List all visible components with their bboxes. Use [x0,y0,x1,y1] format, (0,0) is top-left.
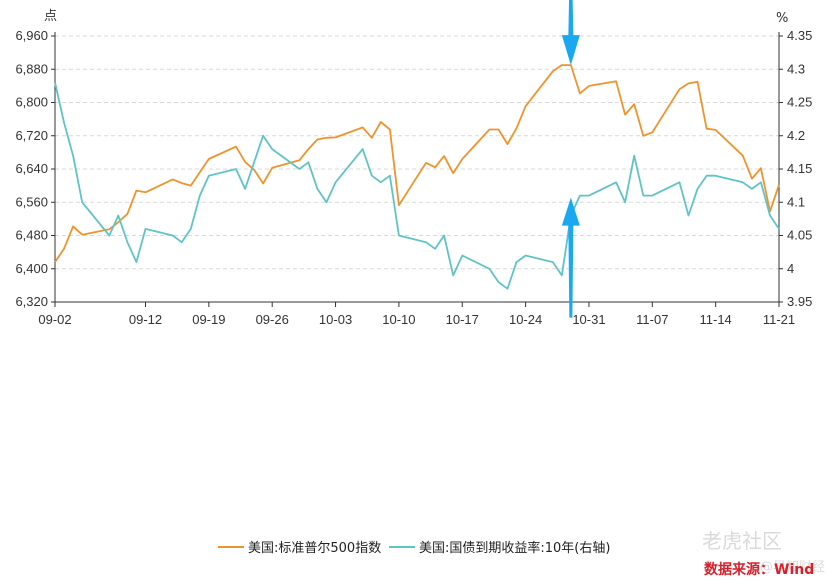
left-tick-label: 6,800 [15,95,48,110]
left-tick-label: 6,320 [15,294,48,309]
right-tick-label: 4.35 [787,28,812,43]
series-line-yield [54,82,780,290]
left-tick-label: 6,880 [15,61,48,76]
x-tick-label: 11-14 [700,312,732,327]
right-tick-label: 4.25 [787,95,812,110]
grid-lines [55,35,779,270]
right-tick-label: 4.2 [787,128,805,143]
annotation-arrows [561,0,580,318]
series-line-sp500 [54,64,780,263]
right-axis-unit: % [776,11,788,26]
right-tick-label: 4 [787,261,794,276]
legend-item-yield: 美国:国债到期收益率:10年(右轴) [389,537,610,556]
x-tick-label: 11-07 [636,312,668,327]
left-tick-label: 6,560 [15,194,48,209]
legend-item-sp500: 美国:标准普尔500指数 [218,537,381,556]
right-tick-label: 3.95 [787,294,812,309]
up-arrow-annotation [561,197,580,318]
watermark: 老虎社区 [702,529,782,553]
axes [51,32,783,307]
left-tick-label: 6,400 [15,261,48,276]
series-lines [54,64,780,290]
left-axis-tick-labels: 6,320 6,400 6,480 6,560 6,640 6,720 6,800 6,880… [15,28,48,309]
left-tick-label: 6,720 [15,128,48,143]
right-tick-label: 4.1 [787,194,805,209]
x-tick-label: 10-10 [382,312,415,327]
legend-swatch-yield [389,545,415,548]
left-tick-label: 6,960 [15,28,48,43]
x-tick-label: 10-31 [572,312,605,327]
x-tick-label: 09-26 [256,312,289,327]
right-tick-label: 4.05 [787,228,812,243]
legend-label-yield: 美国:国债到期收益率:10年(右轴) [419,541,611,556]
right-tick-label: 4.3 [787,61,805,76]
legend: 美国:标准普尔500指数 美国:国债到期收益率:10年(右轴) [0,537,830,557]
right-tick-label: 4.15 [787,161,812,176]
x-tick-label: 10-03 [319,312,352,327]
left-tick-label: 6,480 [15,228,48,243]
left-tick-label: 6,640 [15,161,48,176]
data-source: 数据来源：Wind [704,562,815,578]
legend-swatch-sp500 [218,545,244,548]
left-axis-unit: 点 [44,9,57,24]
legend-label-sp500: 美国:标准普尔500指数 [248,541,382,556]
x-tick-label: 09-12 [129,312,162,327]
x-tick-label: 10-17 [446,312,479,327]
watermark-handle: @早知财经 [760,560,826,575]
down-arrow-annotation [561,0,580,66]
x-tick-label: 10-24 [509,312,542,327]
x-tick-label: 09-19 [192,312,225,327]
right-axis-tick-labels: 3.95 4 4.05 4.1 4.15 4.2 4.25 4.3 4.35 [787,28,812,309]
x-tick-label: 11-21 [763,312,795,327]
x-axis-tick-labels: 09-02 09-12 09-19 09-26 10-03 10-10 10-17 10-24… [38,312,795,327]
x-tick-label: 09-02 [38,312,71,327]
